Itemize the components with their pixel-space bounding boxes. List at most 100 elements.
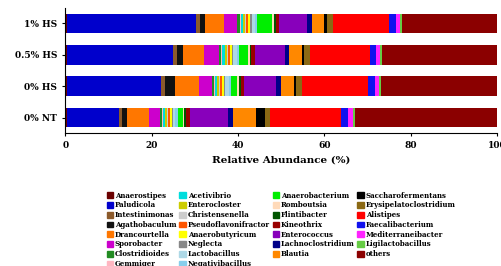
Bar xyxy=(388,14,395,33)
Bar xyxy=(163,108,164,127)
Bar xyxy=(67,14,196,33)
Bar xyxy=(182,45,204,65)
Bar xyxy=(333,14,388,33)
Bar xyxy=(213,76,215,96)
Bar xyxy=(176,45,182,65)
Bar xyxy=(279,14,307,33)
Bar xyxy=(216,76,218,96)
Bar xyxy=(251,14,255,33)
Bar xyxy=(65,45,67,65)
Bar xyxy=(227,45,229,65)
Bar xyxy=(161,76,164,96)
Bar xyxy=(228,108,232,127)
Bar xyxy=(67,76,161,96)
Bar xyxy=(240,14,242,33)
Bar xyxy=(237,45,239,65)
Bar xyxy=(249,45,251,65)
Bar xyxy=(226,45,227,65)
Bar xyxy=(218,76,220,96)
Bar xyxy=(175,108,177,127)
Bar xyxy=(237,14,239,33)
Bar xyxy=(326,14,333,33)
Bar xyxy=(215,76,216,96)
Bar xyxy=(220,76,221,96)
Bar xyxy=(301,45,303,65)
Bar xyxy=(265,108,270,127)
Bar xyxy=(274,14,275,33)
Bar xyxy=(395,14,399,33)
Bar xyxy=(270,108,341,127)
Bar xyxy=(379,45,381,65)
X-axis label: Relative Abundance (%): Relative Abundance (%) xyxy=(211,156,350,165)
Bar xyxy=(284,45,288,65)
Bar xyxy=(198,76,211,96)
Bar xyxy=(375,45,379,65)
Bar xyxy=(288,45,301,65)
Bar xyxy=(368,76,374,96)
Bar xyxy=(224,45,226,65)
Bar xyxy=(256,108,265,127)
Bar xyxy=(250,14,251,33)
Bar xyxy=(172,108,173,127)
Bar xyxy=(127,108,148,127)
Bar xyxy=(238,76,240,96)
Bar xyxy=(173,108,175,127)
Bar xyxy=(378,76,381,96)
Bar xyxy=(341,108,347,127)
Bar xyxy=(177,108,182,127)
Bar xyxy=(255,45,284,65)
Bar xyxy=(225,76,228,96)
Bar xyxy=(175,76,198,96)
Bar xyxy=(65,76,67,96)
Bar xyxy=(381,76,496,96)
Bar xyxy=(369,45,375,65)
Bar xyxy=(204,45,218,65)
Bar xyxy=(354,108,496,127)
Bar xyxy=(381,45,496,65)
Bar xyxy=(399,14,401,33)
Bar xyxy=(67,108,118,127)
Bar xyxy=(230,76,237,96)
Bar xyxy=(244,76,276,96)
Bar xyxy=(224,14,237,33)
Bar xyxy=(347,108,352,127)
Bar xyxy=(148,108,159,127)
Bar xyxy=(67,45,173,65)
Bar xyxy=(255,14,257,33)
Bar xyxy=(199,14,204,33)
Bar xyxy=(280,76,293,96)
Bar xyxy=(246,14,247,33)
Bar xyxy=(196,14,199,33)
Bar xyxy=(303,45,310,65)
Bar xyxy=(310,45,369,65)
Bar xyxy=(302,76,368,96)
Bar xyxy=(166,108,168,127)
Bar xyxy=(257,14,272,33)
Bar xyxy=(221,45,222,65)
Bar xyxy=(229,45,231,65)
Bar xyxy=(275,14,279,33)
Bar xyxy=(239,45,247,65)
Bar xyxy=(307,14,311,33)
Bar xyxy=(247,14,250,33)
Bar xyxy=(164,76,175,96)
Bar xyxy=(169,108,172,127)
Bar xyxy=(204,14,224,33)
Bar xyxy=(184,108,186,127)
Bar xyxy=(231,45,232,65)
Legend: Anaerostipes, Paludicola, Intestinimonas, Agathobaculum, Drancourtella, Sporobac: Anaerostipes, Paludicola, Intestinimonas… xyxy=(104,189,457,266)
Bar xyxy=(218,45,221,65)
Bar xyxy=(401,14,496,33)
Bar xyxy=(173,45,176,65)
Bar xyxy=(352,108,354,127)
Bar xyxy=(186,108,189,127)
Bar xyxy=(232,108,256,127)
Bar xyxy=(272,14,274,33)
Bar xyxy=(239,14,240,33)
Bar xyxy=(122,108,127,127)
Bar xyxy=(164,108,166,127)
Bar xyxy=(232,45,237,65)
Bar xyxy=(374,76,378,96)
Bar xyxy=(159,108,161,127)
Bar xyxy=(222,45,224,65)
